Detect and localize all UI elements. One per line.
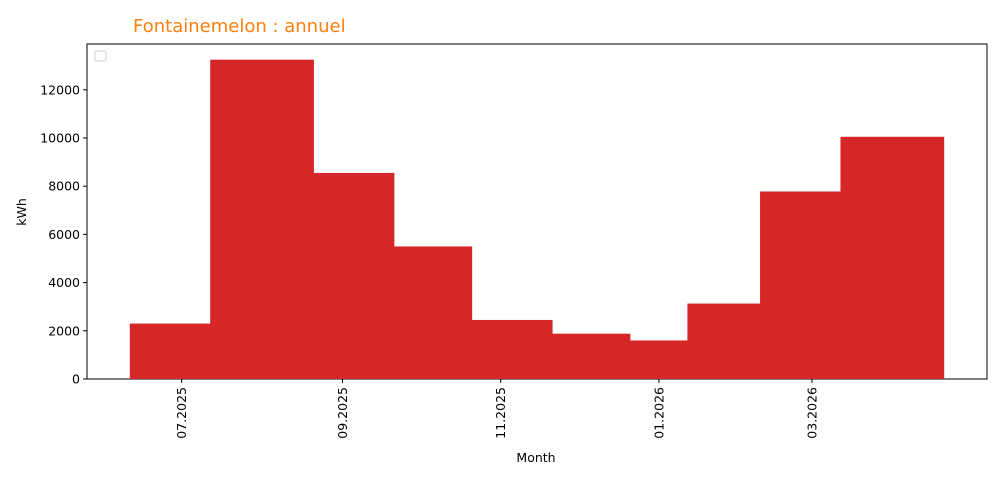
- y-tick-label: 0: [72, 372, 80, 387]
- legend-box: [94, 50, 107, 62]
- x-tick-label: 01.2026: [651, 387, 666, 439]
- y-tick-label: 10000: [40, 130, 80, 145]
- x-tick-label: 09.2025: [335, 387, 350, 439]
- y-axis-ticks: 0 2000 4000 6000 8000 10000 12000: [40, 82, 87, 387]
- x-tick-label: 11.2025: [493, 387, 508, 439]
- bar-04.2026: [840, 136, 945, 379]
- y-tick-label: 2000: [48, 323, 80, 338]
- x-tick-label: 03.2026: [804, 387, 819, 439]
- y-axis-label: kWh: [14, 198, 29, 226]
- bars-group: [129, 59, 945, 379]
- x-axis-ticks: 07.2025 09.2025 11.2025 01.2026 03.2026: [174, 379, 819, 439]
- chart-title: Fontainemelon : annuel: [133, 16, 346, 37]
- x-axis-label: Month: [516, 450, 555, 465]
- y-tick-label: 12000: [40, 82, 80, 97]
- y-tick-label: 6000: [48, 227, 80, 242]
- x-tick-label: 07.2025: [174, 387, 189, 439]
- y-tick-label: 4000: [48, 275, 80, 290]
- y-tick-label: 8000: [48, 179, 80, 194]
